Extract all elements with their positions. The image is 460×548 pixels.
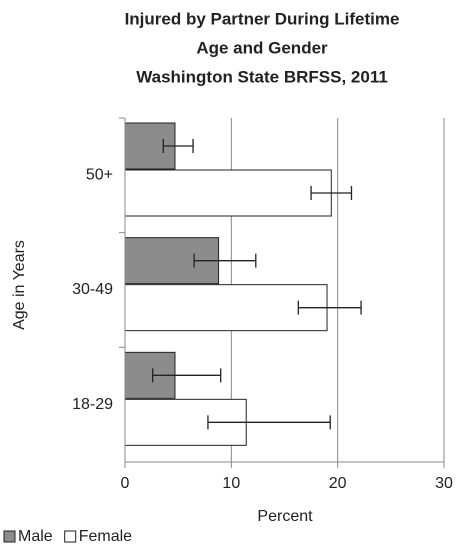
y-tick-label: 50+ [86,167,113,184]
y-tick-label: 30-49 [72,281,113,298]
legend-swatch [64,530,77,543]
error-bar [162,139,194,153]
error-bar [310,186,353,200]
y-tick-label: 18-29 [72,396,113,413]
legend-swatch [3,530,16,543]
chart-title: Injured by Partner During Lifetime [125,9,400,28]
chart-title: Washington State BRFSS, 2011 [136,67,388,86]
bar [124,169,332,217]
x-tick-label: 0 [121,475,130,492]
legend-label: Female [79,528,132,545]
error-bar [207,415,331,430]
error-bar [193,253,257,268]
y-axis-label: Age in Years [11,240,28,330]
x-axis-label: Percent [257,508,313,525]
legend-label: Male [18,528,53,545]
chart-title: Age and Gender [196,38,328,57]
bar [124,284,328,332]
error-bar [297,300,362,315]
x-tick-label: 10 [222,475,240,492]
x-tick-label: 30 [435,475,453,492]
x-tick-label: 20 [329,475,347,492]
error-bar [151,368,222,383]
